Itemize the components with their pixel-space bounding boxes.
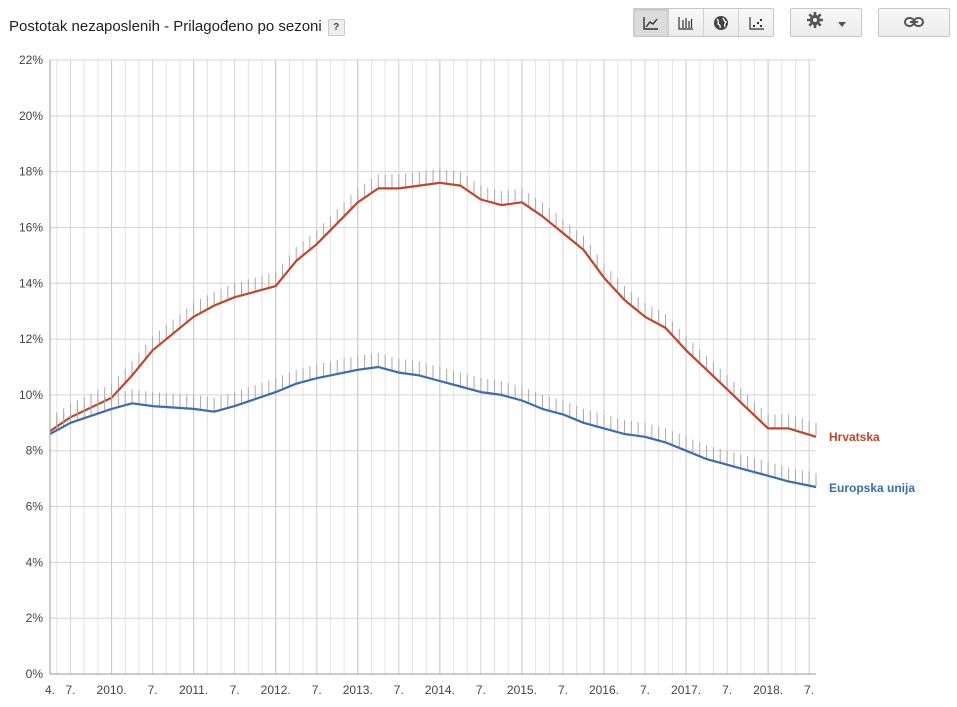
x-tick-label: 7. — [722, 683, 732, 697]
line-chart-icon[interactable] — [634, 9, 669, 36]
x-tick-label: 2016. — [589, 683, 619, 697]
x-tick-label: 2013. — [343, 683, 373, 697]
x-tick-label: 2012. — [261, 683, 291, 697]
y-tick-label: 12% — [19, 332, 43, 346]
axes: 4. 7. 2010. 7. 2011. 7. 2012. 7. 2013. 7. 2014. 7. 2… — [19, 53, 814, 697]
scatter-icon[interactable] — [739, 9, 774, 36]
y-tick-label: 18% — [19, 165, 43, 179]
y-tick-label: 16% — [19, 220, 43, 234]
x-tick-label: 7. — [66, 683, 76, 697]
y-tick-label: 22% — [19, 53, 43, 67]
x-tick-label: 2010. — [97, 683, 127, 697]
x-tick-label: 7. — [148, 683, 158, 697]
link-icon — [904, 14, 924, 32]
x-tick-label: 2017. — [671, 683, 701, 697]
x-tick-label: 7. — [476, 683, 486, 697]
grid — [49, 59, 816, 675]
series-line-hrvatska — [49, 181, 817, 438]
y-tick-label: 20% — [19, 109, 43, 123]
x-tick-label: 7. — [558, 683, 568, 697]
x-tick-label: 7. — [312, 683, 322, 697]
x-tick-label: 7. — [394, 683, 404, 697]
help-button[interactable]: ? — [327, 19, 345, 36]
bar-chart-icon[interactable] — [669, 9, 704, 36]
y-tick-label: 2% — [26, 611, 44, 625]
chart-type-switcher — [633, 8, 774, 37]
x-tick-label: 4. — [45, 683, 55, 697]
gear-icon — [806, 11, 824, 34]
y-tick-label: 14% — [19, 276, 43, 290]
x-tick-label: 2015. — [507, 683, 537, 697]
x-tick-label: 2014. — [425, 683, 455, 697]
y-tick-label: 4% — [26, 555, 44, 569]
chart-title-text: Postotak nezaposlenih - Prilagođeno po s… — [9, 18, 322, 35]
y-tick-label: 0% — [26, 667, 44, 681]
y-tick-label: 8% — [26, 444, 44, 458]
map-globe-icon[interactable] — [704, 9, 739, 36]
settings-menu-button[interactable] — [790, 8, 862, 37]
series-marks — [49, 168, 817, 489]
series-line-eu — [49, 365, 817, 489]
x-tick-label: 7. — [804, 683, 814, 697]
chevron-down-icon — [838, 14, 846, 32]
share-link-button[interactable] — [878, 8, 950, 37]
x-tick-label: 2018. — [753, 683, 783, 697]
x-tick-label: 7. — [640, 683, 650, 697]
chart-title: Postotak nezaposlenih - Prilagođeno po s… — [9, 18, 345, 36]
x-tick-label: 7. — [230, 683, 240, 697]
y-tick-label: 10% — [19, 388, 43, 402]
legend-label-europska-unija[interactable]: Europska unija — [829, 481, 915, 495]
legend-label-hrvatska[interactable]: Hrvatska — [829, 430, 880, 444]
y-tick-label: 6% — [26, 500, 44, 514]
x-tick-label: 2011. — [179, 683, 208, 697]
